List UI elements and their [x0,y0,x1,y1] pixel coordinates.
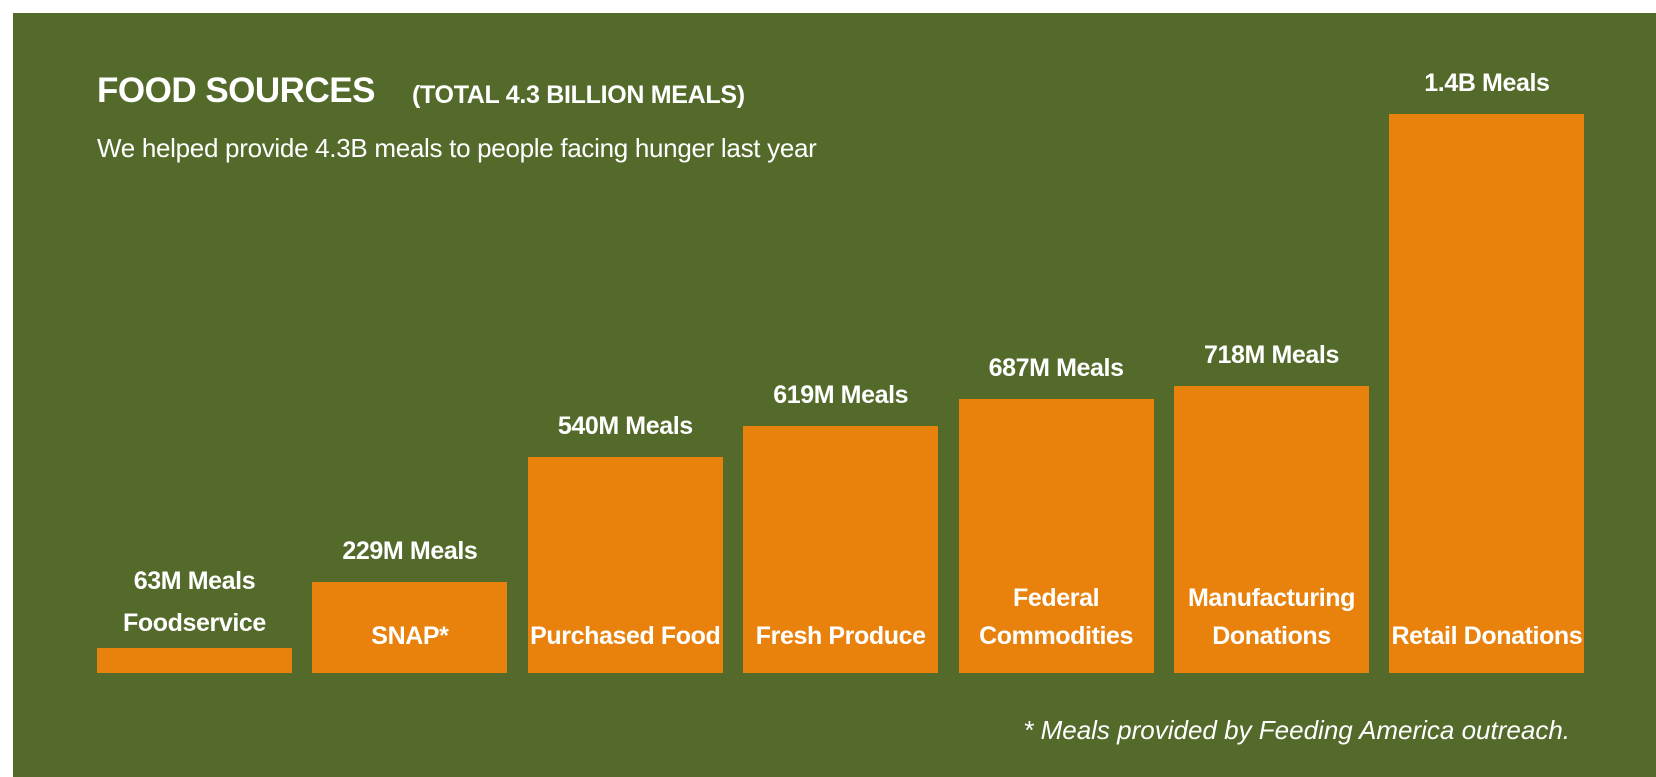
category-label: Fresh Produce [755,622,926,650]
category-label: Manufacturing Donations [1187,584,1356,650]
bar [97,647,292,673]
bar [1389,114,1585,673]
chart-title: FOOD SOURCES [97,71,375,110]
chart-subtitle: We helped provide 4.3B meals to people f… [97,133,817,163]
category-label: Retail Donations [1391,622,1583,650]
bar [312,581,508,673]
chart-title-note: (TOTAL 4.3 BILLION MEALS) [412,81,745,109]
bar [743,425,939,673]
chart-panel: FOOD SOURCES (TOTAL 4.3 BILLION MEALS) W… [13,13,1656,777]
category-label: Purchased Food [530,622,721,650]
value-label: 63M Meals [133,566,256,595]
category-label: Foodservice [123,608,266,637]
value-label: 619M Meals [773,380,909,409]
value-label: 1.4B Meals [1424,69,1550,97]
bar [527,457,723,673]
value-label: 540M Meals [557,412,693,441]
footnote: * Meals provided by Feeding America outr… [1023,715,1570,745]
category-label: SNAP* [371,622,449,650]
bar [1174,386,1369,673]
value-label: 229M Meals [342,536,478,565]
category-label: Federal Commodities [979,584,1134,650]
value-label: 687M Meals [988,353,1124,382]
value-label: 718M Meals [1204,341,1339,370]
bar [958,398,1154,673]
